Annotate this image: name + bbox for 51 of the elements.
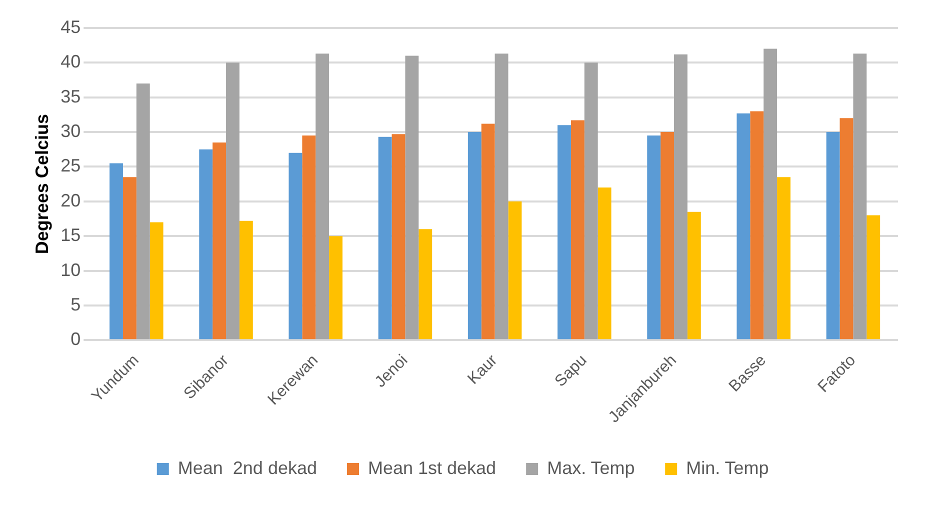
bar (468, 132, 482, 340)
y-tick-label: 30 (60, 121, 81, 142)
bar (288, 152, 302, 340)
bar (764, 48, 778, 340)
legend-label: Min. Temp (686, 458, 769, 478)
bar (866, 215, 880, 340)
bar (777, 177, 790, 340)
legend-label: Mean 1st dekad (368, 458, 496, 478)
bar (840, 118, 854, 340)
bar (212, 142, 226, 340)
y-tick-label: 40 (60, 52, 81, 72)
bar (239, 220, 253, 340)
y-tick-label: 5 (70, 294, 81, 314)
bar (750, 111, 764, 340)
bar (674, 54, 688, 340)
bar (136, 83, 150, 340)
y-tick-label: 20 (60, 190, 81, 210)
bar (378, 136, 392, 340)
bar (110, 163, 123, 340)
y-tick-label: 0 (70, 329, 81, 350)
bar (508, 201, 522, 340)
y-tick-label: 10 (60, 260, 81, 280)
y-axis-title: Degrees Celcius (32, 114, 52, 254)
bar (481, 124, 495, 340)
bar (199, 149, 213, 340)
bar (329, 236, 342, 340)
bar (558, 125, 571, 340)
bar (598, 188, 612, 340)
bar (418, 229, 432, 340)
bar (687, 212, 701, 340)
bar (392, 134, 406, 340)
y-tick-label: 25 (60, 156, 81, 176)
bar (660, 132, 674, 340)
bar (570, 120, 584, 340)
bar (150, 222, 164, 340)
bar (853, 54, 867, 340)
bar (584, 62, 598, 340)
bar (736, 113, 750, 340)
bar (226, 62, 240, 340)
bar (122, 177, 136, 340)
bar (494, 54, 508, 340)
y-tick-label: 45 (60, 16, 81, 37)
y-tick-label: 15 (60, 225, 81, 246)
legend-label: Mean 2nd dekad (178, 458, 317, 478)
y-tick-label: 35 (60, 86, 81, 106)
bar (405, 56, 419, 340)
bar (647, 136, 661, 340)
bar (826, 132, 840, 340)
bar (302, 136, 316, 340)
bar (316, 54, 330, 340)
legend-label: Max. Temp (547, 458, 635, 478)
